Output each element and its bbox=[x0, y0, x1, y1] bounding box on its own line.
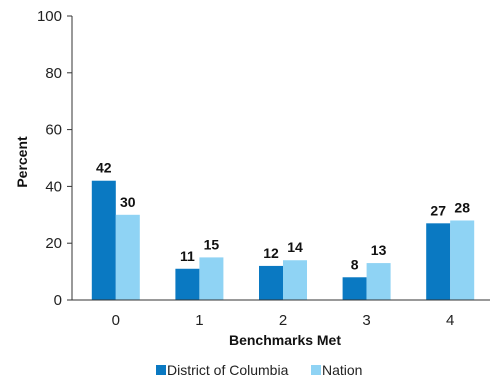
x-tick-label: 1 bbox=[195, 312, 203, 329]
y-tick-label: 0 bbox=[54, 292, 62, 309]
x-axis-ticks: 0 1 2 3 4 bbox=[112, 312, 455, 329]
data-label-nation-1: 15 bbox=[204, 236, 220, 252]
bar-nation-2 bbox=[283, 260, 307, 300]
x-tick-label: 2 bbox=[279, 312, 287, 329]
y-tick-label: 100 bbox=[37, 8, 62, 25]
x-axis-title: Benchmarks Met bbox=[229, 332, 341, 348]
bar-nation-0 bbox=[115, 214, 140, 300]
legend: District of Columbia Nation bbox=[156, 362, 362, 378]
y-tick-label: 20 bbox=[45, 235, 62, 252]
x-tick-label: 4 bbox=[446, 312, 454, 329]
bar-district-of-columbia-4 bbox=[426, 223, 451, 300]
x-tick-label: 3 bbox=[362, 312, 370, 329]
data-label-district-of-columbia-4: 27 bbox=[430, 202, 446, 218]
bar-nation-1 bbox=[199, 257, 224, 300]
data-label-district-of-columbia-0: 42 bbox=[96, 160, 112, 176]
bar-nation-3 bbox=[366, 263, 391, 300]
y-axis-ticks: 0 20 40 60 80 100 bbox=[37, 8, 72, 309]
data-label-nation-2: 14 bbox=[287, 239, 303, 255]
y-tick-label: 60 bbox=[45, 122, 62, 139]
legend-swatch-district-of-columbia bbox=[156, 365, 166, 375]
bar-district-of-columbia-1 bbox=[175, 268, 200, 300]
data-labels: 42 30 11 15 12 14 8 13 27 28 bbox=[96, 160, 470, 273]
legend-swatch-nation bbox=[311, 365, 321, 375]
bar-district-of-columbia-0 bbox=[91, 180, 116, 300]
data-label-nation-0: 30 bbox=[120, 194, 136, 210]
y-tick-label: 80 bbox=[45, 65, 62, 82]
bar-district-of-columbia-2 bbox=[259, 265, 283, 300]
bars bbox=[91, 180, 475, 300]
legend-label-nation: Nation bbox=[322, 362, 362, 378]
legend-label-district-of-columbia: District of Columbia bbox=[167, 362, 289, 378]
data-label-district-of-columbia-3: 8 bbox=[351, 256, 359, 272]
data-label-district-of-columbia-1: 11 bbox=[180, 248, 195, 264]
data-label-nation-4: 28 bbox=[454, 199, 470, 215]
y-tick-label: 40 bbox=[45, 178, 62, 195]
data-label-district-of-columbia-2: 12 bbox=[263, 245, 279, 261]
y-axis-title: Percent bbox=[14, 136, 30, 188]
bar-nation-4 bbox=[450, 220, 475, 300]
x-tick-label: 0 bbox=[112, 312, 120, 329]
bar-district-of-columbia-3 bbox=[342, 277, 367, 300]
data-label-nation-3: 13 bbox=[371, 242, 387, 258]
